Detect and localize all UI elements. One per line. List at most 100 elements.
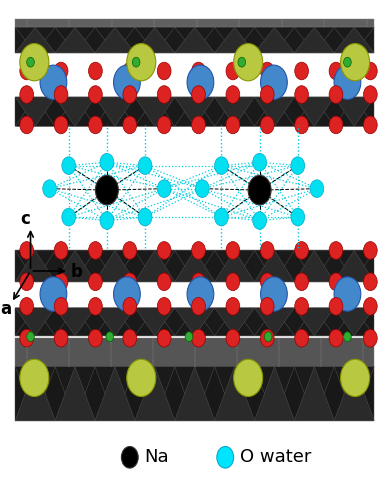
Polygon shape (215, 308, 255, 336)
Circle shape (123, 62, 137, 80)
Polygon shape (255, 28, 295, 53)
Polygon shape (295, 308, 334, 336)
Polygon shape (334, 97, 374, 126)
Polygon shape (295, 97, 334, 126)
Polygon shape (55, 308, 95, 336)
Polygon shape (175, 97, 215, 126)
Polygon shape (295, 250, 334, 282)
Circle shape (40, 277, 67, 311)
Circle shape (20, 273, 34, 290)
Polygon shape (95, 308, 135, 336)
Circle shape (310, 180, 324, 198)
Circle shape (329, 116, 343, 134)
Circle shape (363, 116, 377, 134)
Polygon shape (55, 250, 95, 282)
Text: b: b (70, 263, 82, 281)
Circle shape (20, 43, 49, 81)
Circle shape (113, 277, 140, 311)
Circle shape (62, 208, 75, 226)
Circle shape (157, 86, 171, 104)
Circle shape (295, 116, 308, 134)
Polygon shape (15, 97, 374, 126)
Polygon shape (55, 97, 95, 126)
Polygon shape (334, 367, 374, 421)
Circle shape (260, 65, 287, 100)
Circle shape (192, 62, 205, 80)
Circle shape (157, 273, 171, 290)
Circle shape (54, 116, 68, 134)
Circle shape (123, 86, 137, 104)
Polygon shape (215, 28, 255, 53)
Polygon shape (295, 97, 334, 126)
Circle shape (214, 208, 228, 226)
Circle shape (20, 359, 49, 396)
Polygon shape (15, 97, 55, 126)
Circle shape (329, 242, 343, 259)
Circle shape (295, 297, 308, 315)
Polygon shape (95, 28, 135, 53)
Polygon shape (135, 250, 175, 282)
Polygon shape (215, 308, 255, 336)
Circle shape (291, 157, 305, 175)
Polygon shape (15, 250, 374, 282)
Polygon shape (255, 28, 295, 53)
Polygon shape (215, 28, 255, 53)
Circle shape (334, 277, 361, 311)
Polygon shape (334, 28, 374, 53)
Polygon shape (135, 367, 175, 421)
Circle shape (54, 62, 68, 80)
Text: c: c (20, 211, 30, 228)
Circle shape (96, 176, 118, 205)
Circle shape (214, 157, 228, 175)
Circle shape (89, 62, 102, 80)
Text: a: a (1, 300, 12, 318)
Circle shape (260, 273, 274, 290)
Circle shape (62, 157, 75, 175)
Polygon shape (15, 28, 55, 53)
Circle shape (192, 329, 205, 347)
Polygon shape (135, 308, 175, 336)
Polygon shape (15, 367, 55, 421)
Polygon shape (215, 250, 255, 282)
Polygon shape (55, 28, 95, 53)
Polygon shape (215, 367, 255, 421)
Circle shape (89, 242, 102, 259)
Circle shape (40, 65, 67, 100)
Polygon shape (95, 367, 135, 421)
Circle shape (138, 157, 152, 175)
Circle shape (138, 208, 152, 226)
Polygon shape (334, 250, 374, 282)
Circle shape (341, 359, 370, 396)
Polygon shape (175, 367, 215, 421)
Circle shape (226, 86, 240, 104)
Circle shape (106, 332, 113, 342)
Circle shape (127, 43, 156, 81)
Polygon shape (95, 250, 135, 282)
Polygon shape (295, 367, 334, 421)
Circle shape (89, 329, 102, 347)
Polygon shape (175, 308, 215, 336)
Circle shape (20, 297, 34, 315)
Polygon shape (175, 97, 215, 126)
Circle shape (295, 62, 308, 80)
Circle shape (334, 65, 361, 100)
Polygon shape (15, 338, 374, 367)
Circle shape (43, 180, 57, 198)
Polygon shape (175, 367, 215, 421)
Circle shape (54, 329, 68, 347)
Circle shape (363, 62, 377, 80)
Circle shape (363, 242, 377, 259)
Polygon shape (255, 367, 295, 421)
Polygon shape (135, 308, 175, 336)
Circle shape (329, 273, 343, 290)
Circle shape (253, 211, 267, 229)
Circle shape (195, 180, 209, 198)
Circle shape (329, 329, 343, 347)
Polygon shape (334, 308, 374, 336)
Circle shape (157, 116, 171, 134)
Polygon shape (175, 250, 215, 282)
Circle shape (260, 86, 274, 104)
Circle shape (226, 62, 240, 80)
Circle shape (100, 211, 114, 229)
Polygon shape (334, 97, 374, 126)
